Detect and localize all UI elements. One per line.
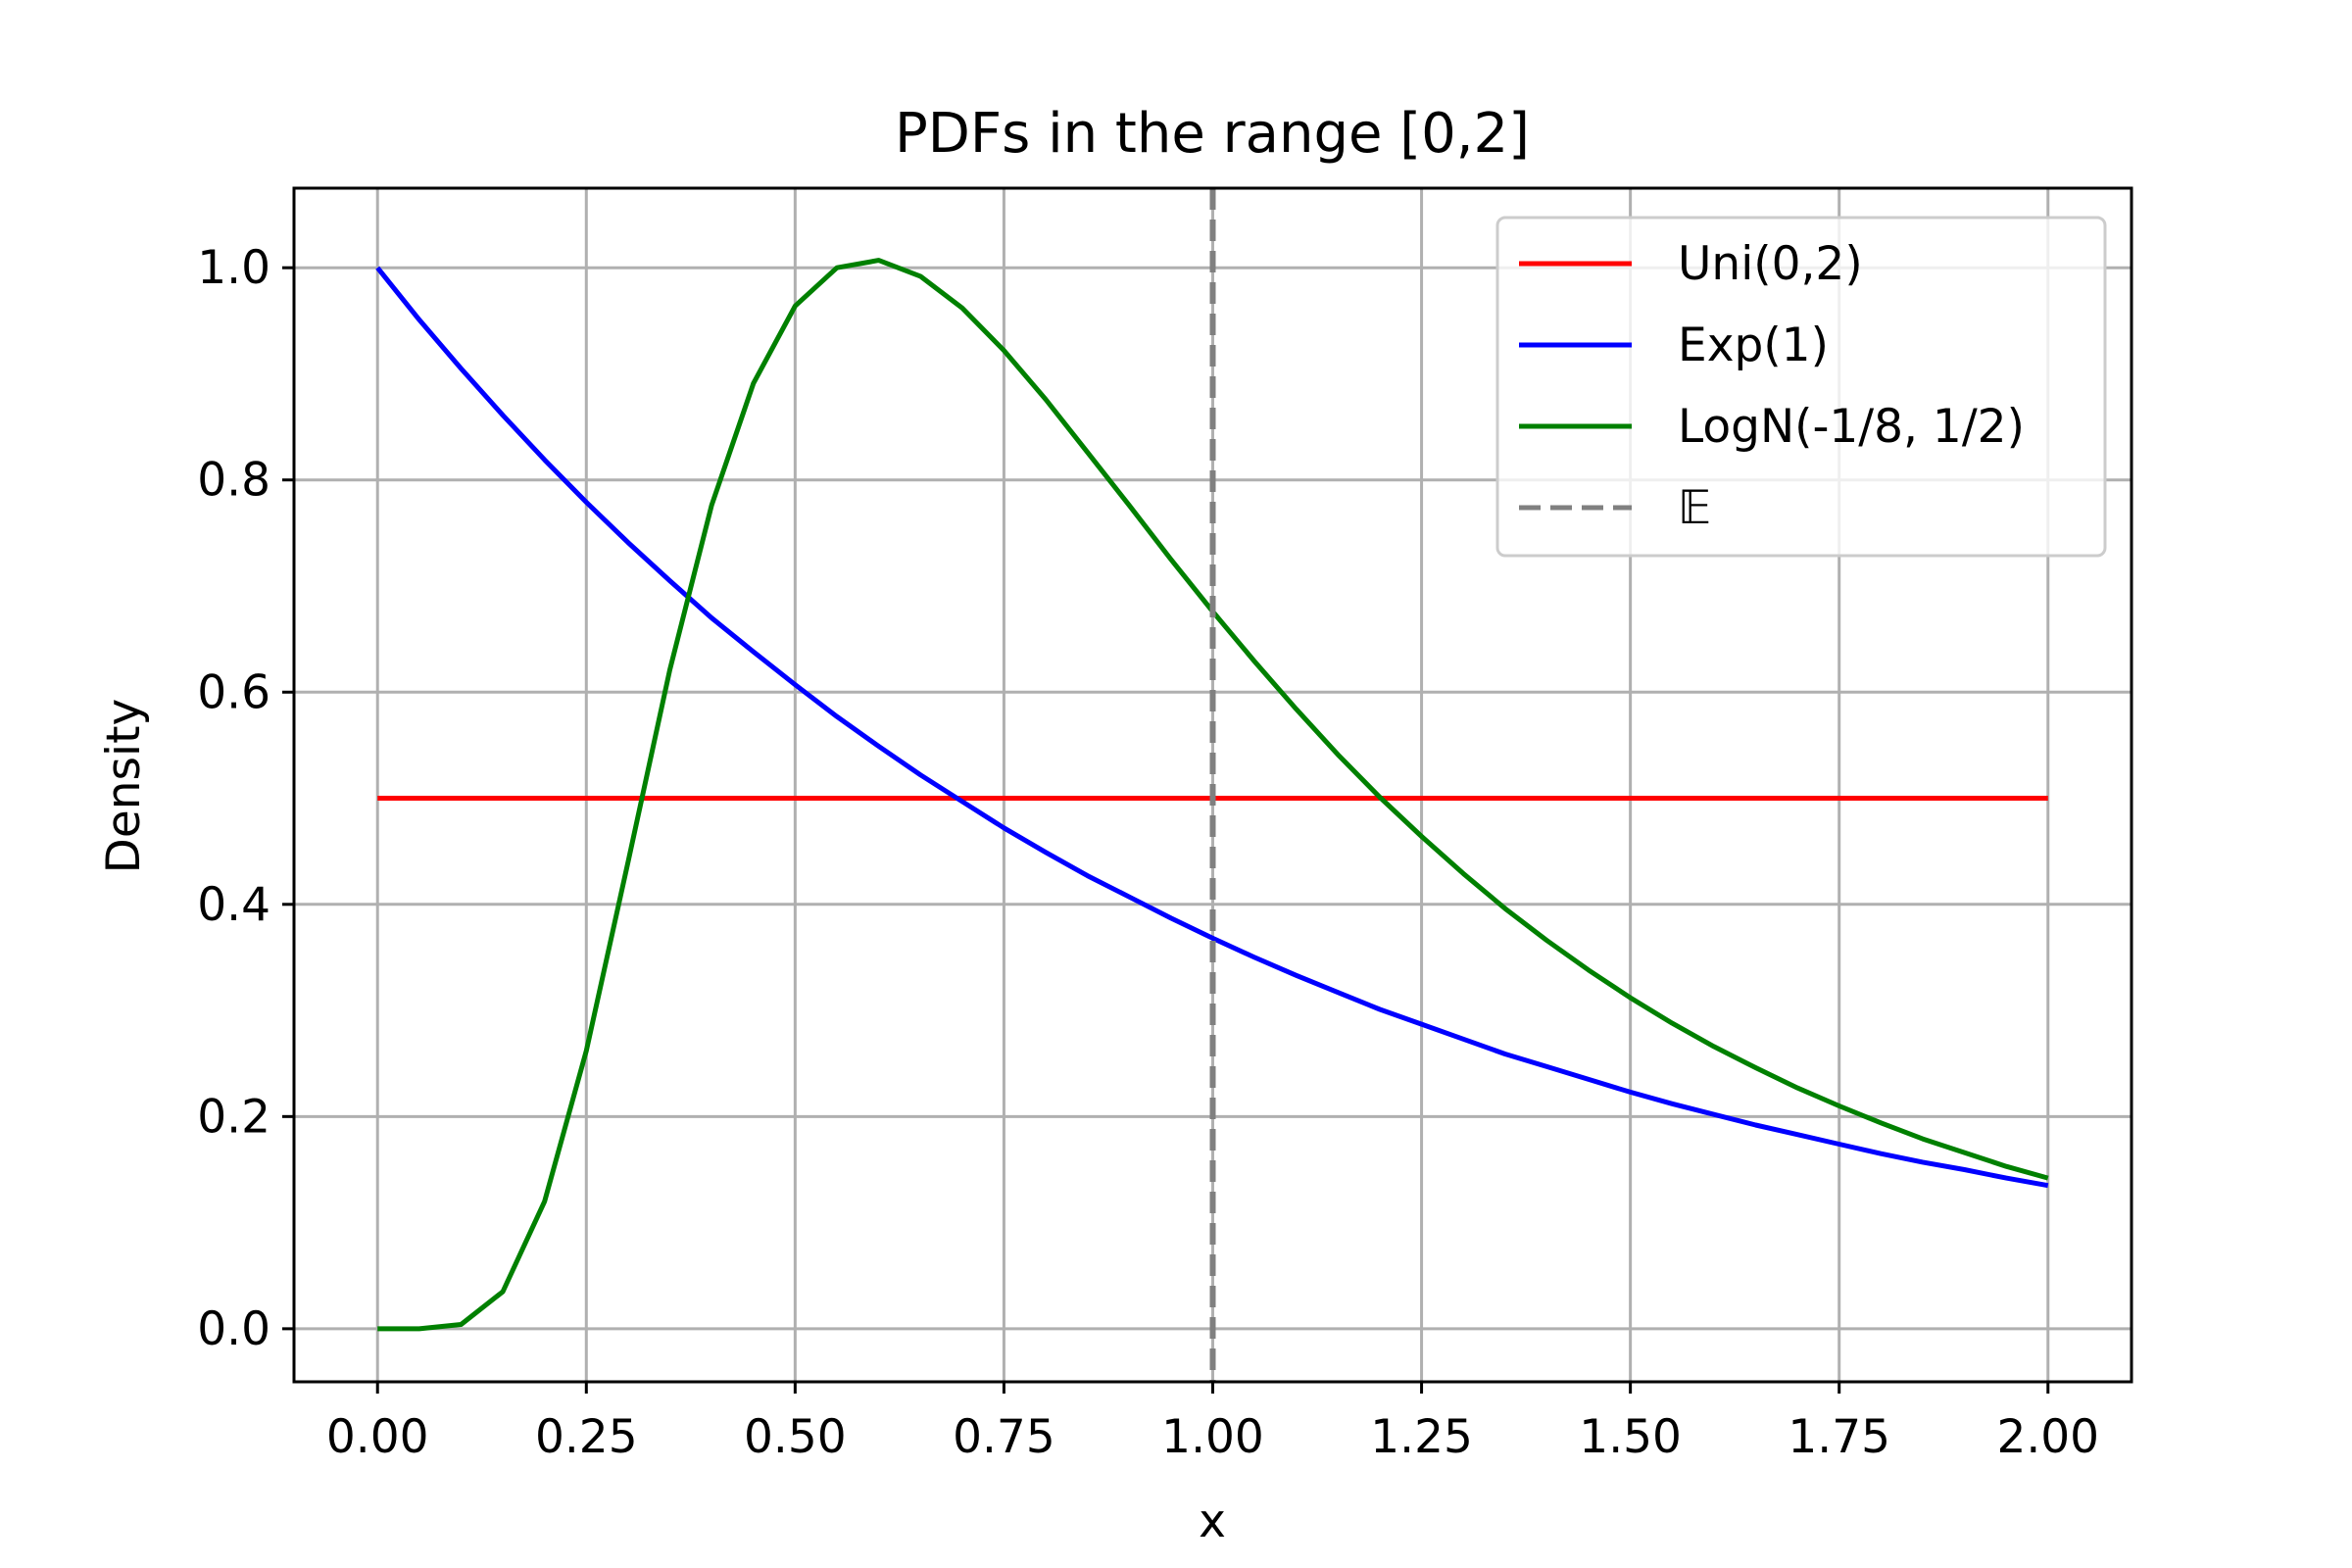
x-tick-label: 0.75 <box>953 1410 1055 1464</box>
legend-label: 𝔼 <box>1678 481 1711 535</box>
series-line-1 <box>375 266 2049 1189</box>
y-tick-label: 0.6 <box>197 665 270 719</box>
y-tick-label: 1.0 <box>197 241 270 295</box>
x-tick-label: 1.25 <box>1370 1410 1473 1464</box>
legend-label: Exp(1) <box>1678 318 1829 372</box>
ticks: 0.00 0.25 0.50 0.75 1.00 1.25 1.50 1.75 2.00 0.0 0… <box>197 241 2099 1464</box>
x-tick-label: 2.00 <box>1996 1410 2099 1464</box>
x-tick-label: 0.00 <box>326 1410 429 1464</box>
x-axis-label: x <box>1199 1494 1226 1548</box>
y-tick-label: 0.8 <box>197 454 270 508</box>
x-tick-label: 0.25 <box>535 1410 638 1464</box>
y-tick-label: 0.4 <box>197 878 270 932</box>
chart-title: PDFs in the range [0,2] <box>895 102 1530 166</box>
x-tick-label: 1.00 <box>1161 1410 1264 1464</box>
y-tick-label: 0.2 <box>197 1090 270 1144</box>
y-axis-label: Density <box>97 699 151 874</box>
y-tick-label: 0.0 <box>197 1302 270 1356</box>
series-lines <box>375 188 2049 1382</box>
x-tick-label: 0.50 <box>744 1410 847 1464</box>
legend: Uni(0,2) Exp(1) LogN(-1/8, 1/2) 𝔼 <box>1495 216 2107 558</box>
legend-label: LogN(-1/8, 1/2) <box>1678 400 2025 454</box>
x-tick-label: 1.75 <box>1788 1410 1890 1464</box>
x-tick-label: 1.50 <box>1579 1410 1682 1464</box>
legend-label: Uni(0,2) <box>1678 237 1863 291</box>
legend-box <box>1495 216 2107 558</box>
